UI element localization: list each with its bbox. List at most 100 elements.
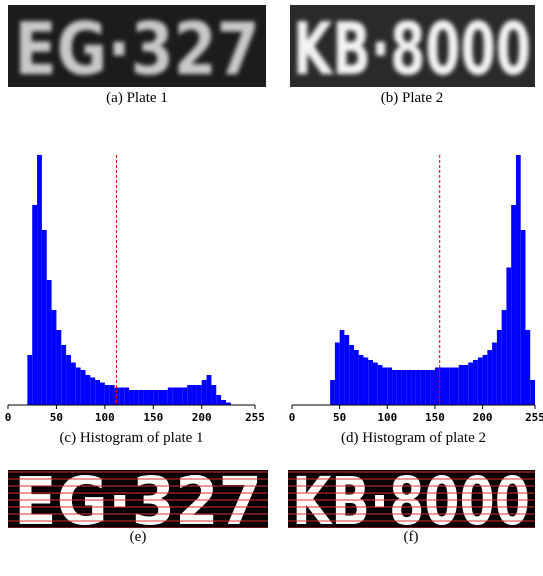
histogram-bar <box>425 370 430 405</box>
caption: (e) <box>130 529 147 545</box>
caption: (a) Plate 1 <box>106 90 168 106</box>
scan-lines <box>8 470 268 528</box>
x-tick-label: 150 <box>425 411 445 424</box>
histogram-bar <box>148 390 153 405</box>
histogram-bar <box>340 330 345 405</box>
histogram-bar <box>27 355 32 405</box>
histogram-bar <box>402 370 407 405</box>
histogram-bar <box>330 380 335 405</box>
histogram-bar <box>139 390 144 405</box>
histogram-bar <box>363 358 368 406</box>
histogram-bar <box>71 363 76 406</box>
histogram-bar <box>349 345 354 405</box>
histogram-bar <box>32 205 37 405</box>
histogram-bar <box>168 388 173 406</box>
caption: (f) <box>404 529 419 545</box>
x-tick-label: 255 <box>525 411 543 424</box>
x-tick-label: 0 <box>289 411 296 424</box>
histogram-bar <box>421 370 426 405</box>
histogram-bar <box>134 390 139 405</box>
histogram-bar <box>478 358 483 406</box>
histogram-bar <box>435 368 440 406</box>
histogram-bar <box>464 365 469 405</box>
histogram-bar <box>81 370 86 405</box>
figure: EG·327 (a) Plate 1 KB·8000 (b) Plate 2 E… <box>0 0 543 576</box>
histogram-bar <box>129 390 134 405</box>
histogram-bar <box>344 335 349 405</box>
histogram-bar <box>487 350 492 405</box>
histogram-bar <box>416 370 421 405</box>
x-tick-label: 0 <box>5 411 12 424</box>
histogram-bar <box>392 370 397 405</box>
histogram-bar <box>449 368 454 406</box>
x-tick-label: 50 <box>50 411 63 424</box>
histogram-bar <box>42 230 47 405</box>
histogram-bar <box>335 343 340 406</box>
histogram-bar <box>144 390 149 405</box>
histogram-bar <box>516 155 521 405</box>
histogram-bar <box>178 388 183 406</box>
histogram-bar <box>506 268 511 406</box>
histogram-bar <box>100 383 105 406</box>
histogram-bar <box>192 385 197 405</box>
histogram-bar <box>66 355 71 405</box>
histogram-bar <box>61 345 66 405</box>
histogram-bar <box>530 380 535 405</box>
histogram-bar <box>90 378 95 406</box>
histogram-bar <box>76 368 81 406</box>
histogram-bar <box>124 388 129 406</box>
x-tick-label: 150 <box>143 411 163 424</box>
histogram-bar <box>492 343 497 406</box>
histogram-bar <box>406 370 411 405</box>
histogram-bar <box>163 390 168 405</box>
histogram-bar <box>454 368 459 406</box>
caption: (d) Histogram of plate 2 <box>341 430 486 446</box>
x-tick-label: 100 <box>95 411 115 424</box>
histogram-bar <box>202 380 207 405</box>
histogram-bar <box>158 390 163 405</box>
histogram-bar <box>85 375 90 405</box>
histogram-bar <box>468 363 473 406</box>
histogram-bar <box>368 360 373 405</box>
histogram-bar <box>207 375 212 405</box>
histogram-bar <box>221 400 226 405</box>
histogram-bar <box>153 390 158 405</box>
histogram-bar <box>397 370 402 405</box>
histogram-bar <box>497 330 502 405</box>
histogram-bar <box>459 365 464 405</box>
x-tick-label: 255 <box>245 411 265 424</box>
x-tick-label: 100 <box>377 411 397 424</box>
histogram-bar <box>216 395 221 405</box>
histogram-bar <box>182 388 187 406</box>
histogram-bar <box>95 380 100 405</box>
histogram-bar <box>47 280 52 405</box>
histogram-bar <box>444 368 449 406</box>
plate-text: KB·8000 <box>293 7 531 91</box>
histogram-bar <box>483 355 488 405</box>
histogram-bar <box>173 388 178 406</box>
x-tick-label: 200 <box>192 411 212 424</box>
histogram-bar <box>187 385 192 405</box>
histogram-bar <box>383 368 388 406</box>
histogram-bar <box>37 155 42 405</box>
histogram-bar <box>354 350 359 405</box>
histogram-bar <box>473 360 478 405</box>
histogram-bar <box>378 365 383 405</box>
histogram-bar <box>511 205 516 405</box>
histogram-bar <box>521 230 526 405</box>
histogram-bar <box>502 310 507 405</box>
histogram-bar <box>430 370 435 405</box>
plate-text: EG·327 <box>15 7 260 91</box>
caption: (c) Histogram of plate 1 <box>59 430 203 446</box>
x-tick-label: 200 <box>473 411 493 424</box>
histogram-bar <box>525 330 530 405</box>
histogram-bar <box>359 355 364 405</box>
histogram-bar <box>211 385 216 405</box>
histogram-bar <box>373 363 378 406</box>
histogram-bar <box>411 370 416 405</box>
x-tick-label: 50 <box>333 411 346 424</box>
histogram-bar <box>52 310 57 405</box>
histogram-bar <box>197 385 202 405</box>
scan-lines <box>288 470 535 528</box>
histogram-bar <box>56 330 61 405</box>
